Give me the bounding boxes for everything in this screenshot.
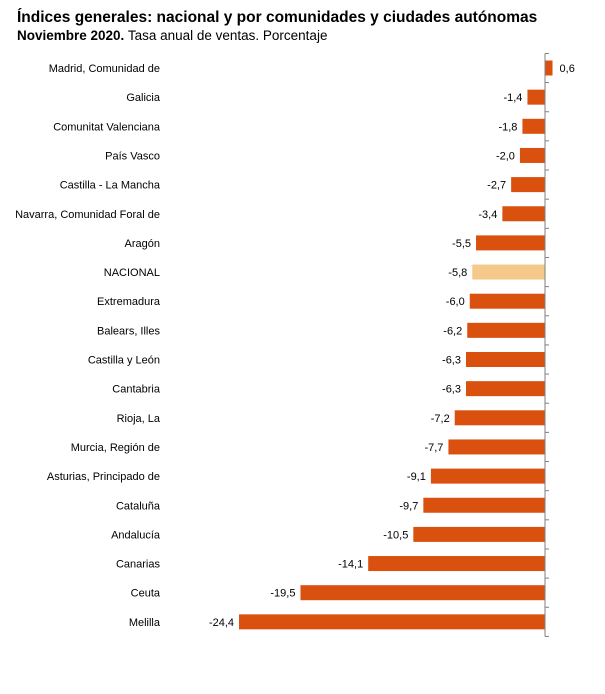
bar xyxy=(527,89,545,105)
bar xyxy=(423,497,545,513)
bar xyxy=(413,526,545,542)
category-label: Canarias xyxy=(116,559,161,571)
value-label: 0,6 xyxy=(560,63,575,75)
axis-ticks xyxy=(545,52,549,637)
value-label: -6,0 xyxy=(446,296,465,308)
bar xyxy=(519,147,545,163)
bar xyxy=(430,468,545,484)
bars-layer xyxy=(239,60,553,630)
category-label: Melilla xyxy=(129,617,161,629)
value-label: -5,5 xyxy=(452,238,471,250)
bar xyxy=(466,381,545,397)
value-label: -2,0 xyxy=(496,150,515,162)
category-label: Madrid, Comunidad de xyxy=(49,63,160,75)
bar xyxy=(300,585,545,601)
category-label: Asturias, Principado de xyxy=(47,471,160,483)
category-label: Murcia, Región de xyxy=(71,442,160,454)
value-label: -6,3 xyxy=(442,355,461,367)
value-label: -10,5 xyxy=(383,529,408,541)
value-label: -7,2 xyxy=(431,413,450,425)
category-label: País Vasco xyxy=(105,150,160,162)
value-label: -5,8 xyxy=(448,267,467,279)
bar xyxy=(467,322,545,338)
category-label: Extremadura xyxy=(97,296,161,308)
chart-title: Índices generales: nacional y por comuni… xyxy=(17,9,538,26)
category-label: Castilla y León xyxy=(88,355,160,367)
bar xyxy=(368,556,545,572)
value-label: -6,3 xyxy=(442,384,461,396)
category-label: Cantabria xyxy=(112,384,161,396)
bar xyxy=(502,206,545,222)
value-label: -3,4 xyxy=(478,209,497,221)
chart-subtitle-description: Tasa anual de ventas. Porcentaje xyxy=(124,28,328,43)
bar xyxy=(472,264,545,280)
category-label: Balears, Illes xyxy=(97,325,160,337)
bar xyxy=(545,60,553,76)
category-label: Rioja, La xyxy=(117,413,161,425)
category-label: Castilla - La Mancha xyxy=(60,180,161,192)
bar xyxy=(476,235,545,251)
bar xyxy=(466,352,545,367)
category-label: Galicia xyxy=(126,92,161,104)
category-label: Aragón xyxy=(125,238,160,250)
category-label: NACIONAL xyxy=(104,267,160,279)
chart-subtitle-period: Noviembre 2020. xyxy=(17,28,125,43)
bar xyxy=(239,614,545,630)
value-label: -6,2 xyxy=(443,325,462,337)
bar xyxy=(454,410,545,426)
value-labels: 0,6 -1,4 -1,8 -2,0 -2,7 -3,4 -5,5 -5,8 -6,0 -6,2 -… xyxy=(209,63,575,629)
value-label: -19,5 xyxy=(270,588,295,600)
chart-subtitle: Noviembre 2020. Tasa anual de ventas. Po… xyxy=(17,28,327,43)
category-labels: Madrid, Comunidad de Galicia Comunitat Val… xyxy=(15,63,161,629)
value-label: -14,1 xyxy=(338,559,363,571)
bar xyxy=(522,118,545,134)
category-label: Navarra, Comunidad Foral de xyxy=(15,209,160,221)
value-label: -2,7 xyxy=(487,180,506,192)
value-label: -1,8 xyxy=(498,121,517,133)
value-label: -7,7 xyxy=(424,442,443,454)
category-label: Ceuta xyxy=(131,588,161,600)
category-label: Cataluña xyxy=(116,500,161,512)
bar xyxy=(511,177,545,193)
category-label: Andalucía xyxy=(111,529,161,541)
bar xyxy=(448,439,545,455)
bar xyxy=(469,293,545,309)
category-label: Comunitat Valenciana xyxy=(53,121,161,133)
value-label: -9,7 xyxy=(399,500,418,512)
value-label: -24,4 xyxy=(209,617,234,629)
value-label: -9,1 xyxy=(407,471,426,483)
value-label: -1,4 xyxy=(503,92,522,104)
